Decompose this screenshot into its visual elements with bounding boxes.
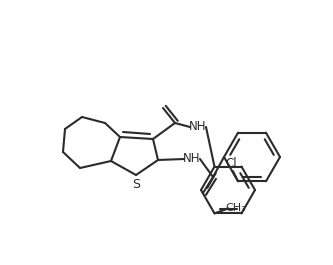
Text: NH: NH: [183, 152, 201, 166]
Text: CH₃: CH₃: [225, 203, 246, 213]
Text: NH: NH: [189, 121, 207, 134]
Text: S: S: [132, 178, 140, 191]
Text: Cl: Cl: [225, 157, 237, 170]
